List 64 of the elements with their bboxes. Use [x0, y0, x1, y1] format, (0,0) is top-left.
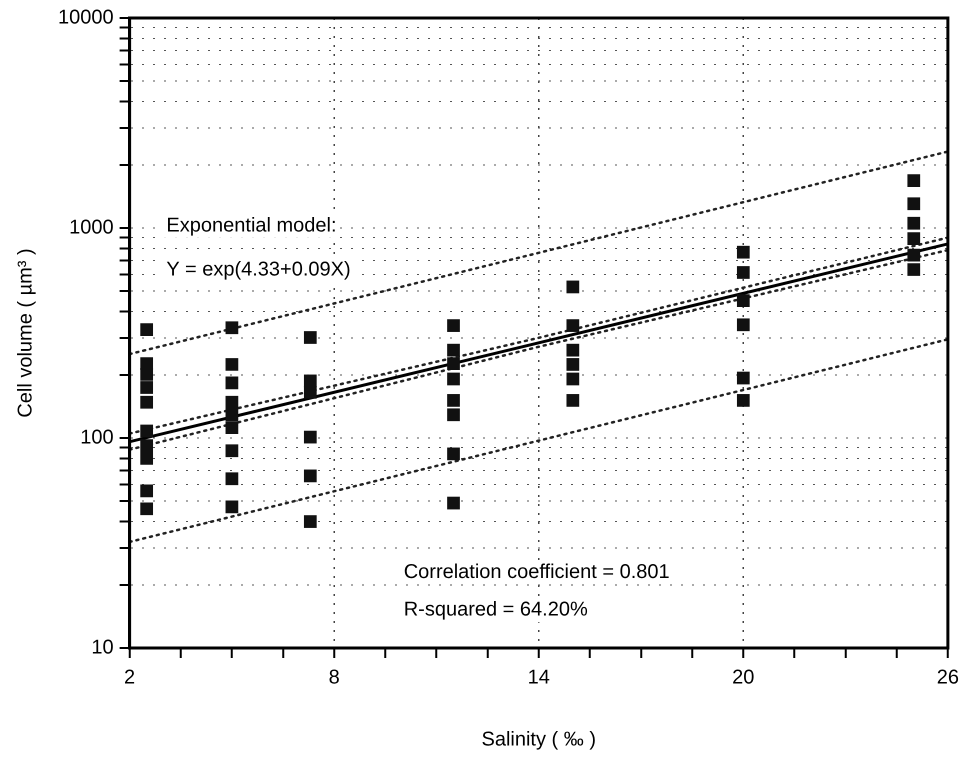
point [736, 266, 750, 279]
x-tick-label: 26 [936, 666, 959, 689]
point [566, 319, 580, 332]
annotation: Exponential model: [166, 214, 337, 236]
point [736, 246, 750, 259]
annotation: Correlation coefficient = 0.801 [404, 560, 670, 583]
y-tick-label: 1000 [69, 216, 114, 239]
point [736, 318, 750, 332]
point [226, 358, 238, 371]
point [226, 396, 238, 409]
point [736, 294, 750, 307]
x-tick-label: 8 [328, 666, 340, 689]
y-tick-label: 100 [80, 426, 114, 449]
point [447, 448, 460, 460]
point [140, 381, 154, 394]
point [566, 358, 580, 371]
point [304, 331, 317, 344]
point [226, 472, 238, 486]
point [907, 263, 920, 276]
point [226, 321, 238, 334]
point [907, 216, 920, 230]
point [447, 319, 460, 332]
annotation: Y = exp(4.33+0.09X) [166, 258, 351, 281]
point [140, 368, 154, 381]
point [140, 396, 154, 409]
point [907, 174, 920, 187]
x-tick-label: 14 [528, 666, 550, 689]
x-tick-label: 2 [124, 666, 136, 689]
point [736, 372, 750, 384]
point [447, 408, 460, 422]
point [140, 484, 154, 498]
annotation: R-squared = 64.20% [404, 598, 588, 621]
point [226, 500, 238, 514]
point [140, 439, 154, 452]
point [447, 496, 460, 510]
point [566, 394, 580, 407]
point [566, 372, 580, 386]
y-tick-label: 10000 [58, 6, 114, 29]
y-axis-title: Cell volume ( µm³ ) [14, 248, 37, 418]
point [304, 386, 317, 399]
y-tick-label: 10 [91, 636, 114, 659]
point [566, 344, 580, 357]
point [447, 357, 460, 370]
point [907, 197, 920, 210]
x-tick-label: 20 [732, 666, 754, 689]
point [907, 232, 920, 245]
x-axis-title: Salinity ( ‰ ) [482, 728, 596, 751]
point [304, 515, 317, 528]
point [907, 248, 920, 262]
point [226, 376, 238, 390]
point [226, 408, 238, 422]
point [226, 421, 238, 434]
point [447, 344, 460, 357]
point [226, 444, 238, 458]
point [140, 452, 154, 465]
point [140, 323, 154, 336]
point [140, 424, 154, 438]
point [736, 394, 750, 407]
point [447, 394, 460, 407]
point [566, 280, 580, 294]
point [304, 430, 317, 444]
point [140, 502, 154, 516]
point [447, 372, 460, 386]
point [304, 470, 317, 482]
